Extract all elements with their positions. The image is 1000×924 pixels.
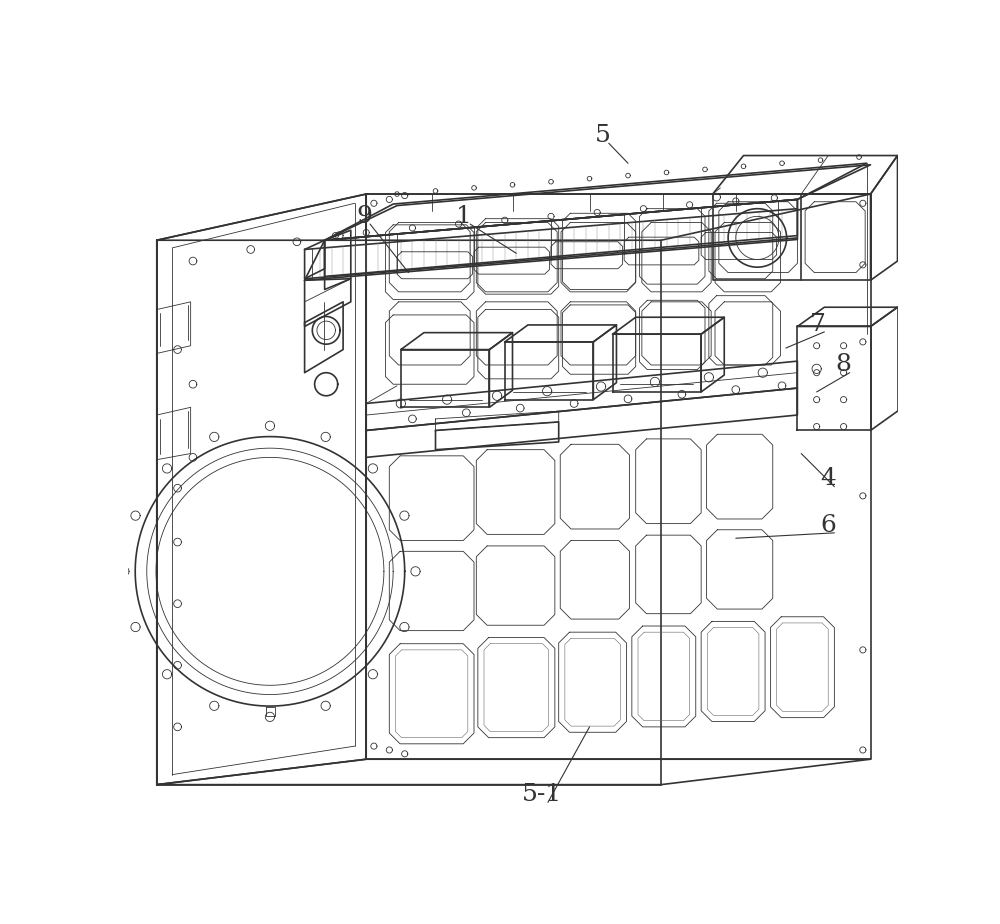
- Text: 9: 9: [356, 205, 372, 228]
- Text: 5: 5: [595, 124, 611, 147]
- Text: 6: 6: [820, 514, 836, 537]
- Text: 5-1: 5-1: [522, 784, 562, 806]
- Text: 8: 8: [836, 354, 852, 376]
- Text: 1: 1: [456, 205, 472, 228]
- Text: 7: 7: [810, 312, 826, 335]
- Text: 4: 4: [820, 468, 836, 491]
